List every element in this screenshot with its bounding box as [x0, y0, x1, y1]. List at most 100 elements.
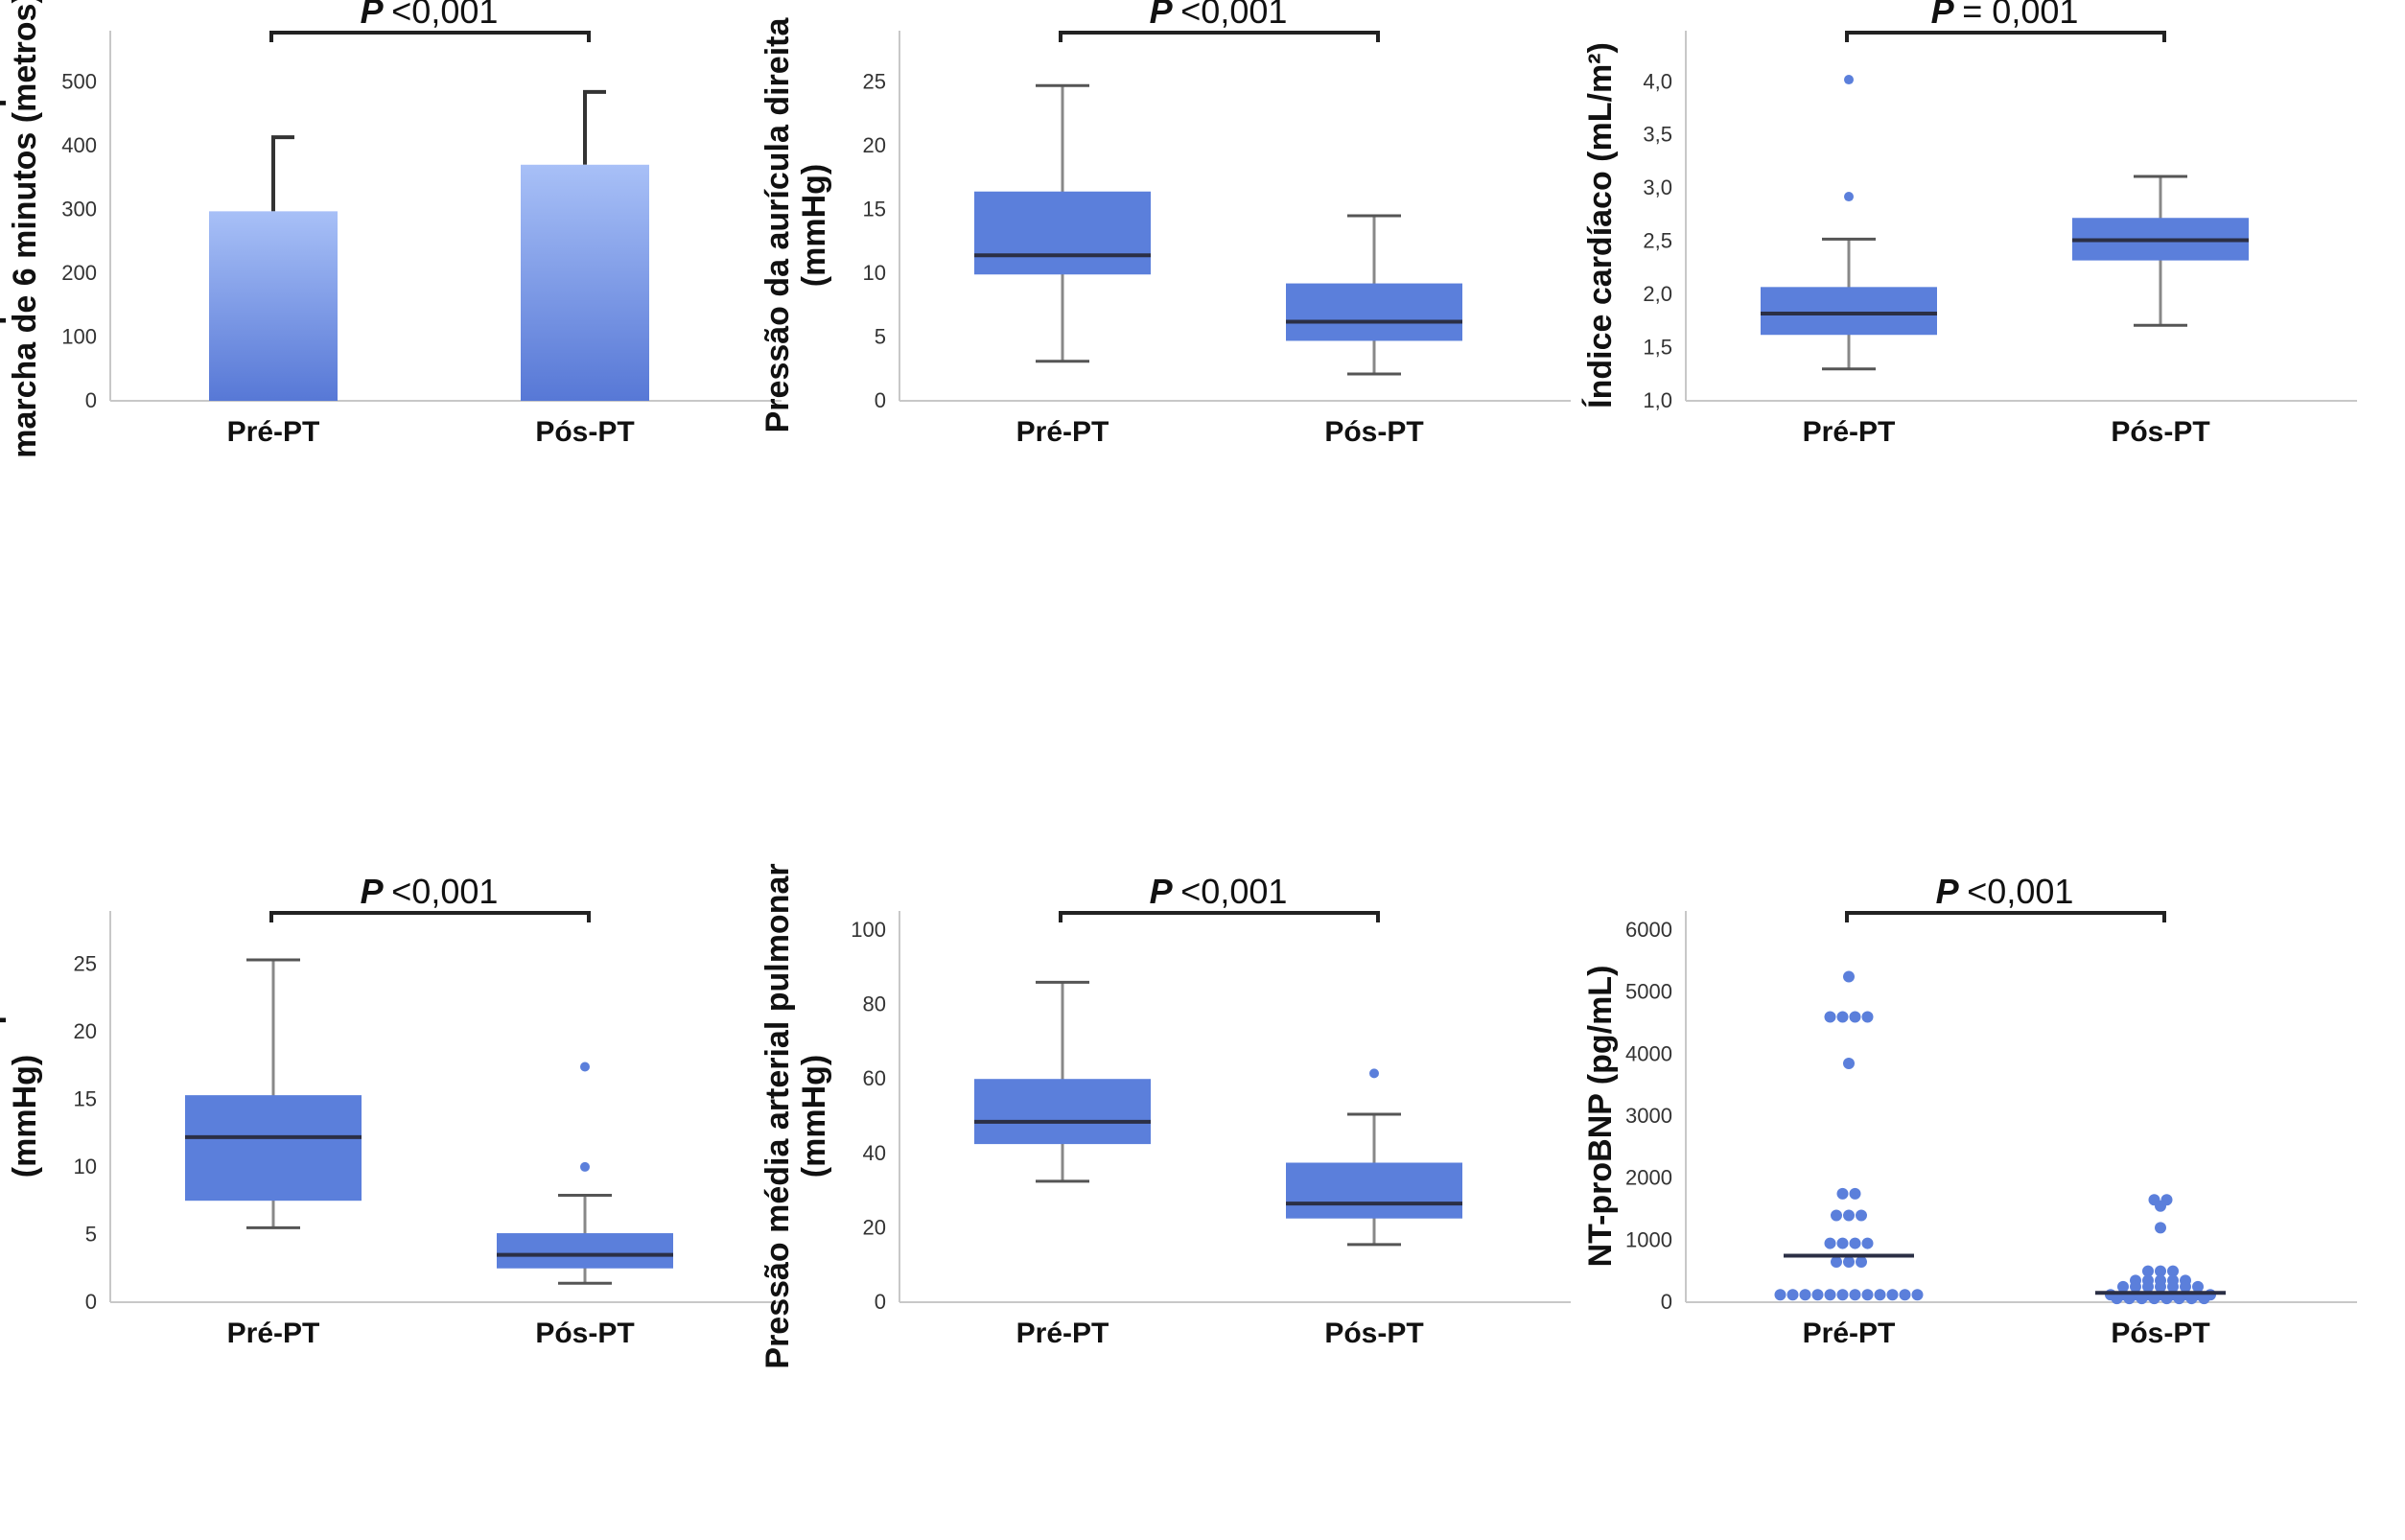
category-label: Pós-PT — [535, 1318, 634, 1349]
panel-pulmonary-vascular-resistance: 0 5 10 15 20 25 Resistência vascular pulmonar(… — [0, 767, 786, 1534]
y-tick-label: 2000 — [1625, 1166, 1672, 1190]
outlier-point — [580, 1161, 590, 1172]
y-tick-label: 0 — [85, 1290, 97, 1314]
y-tick-label: 25 — [74, 951, 97, 975]
y-tick-label: 15 — [74, 1086, 97, 1110]
y-tick-label: 5 — [875, 324, 886, 348]
y-tick-label: 4,0 — [1643, 69, 1672, 93]
significance-bracket — [1059, 911, 1380, 922]
data-point — [1843, 1058, 1855, 1070]
significance-bracket — [1845, 31, 2166, 42]
y-tick-label: 2,0 — [1643, 282, 1672, 306]
y-tick-label: 0 — [875, 1290, 886, 1314]
category-label: Pré-PT — [1016, 1318, 1109, 1349]
data-point — [1849, 1289, 1861, 1301]
data-point — [1824, 1289, 1836, 1301]
chart-group-3: 0 5 10 15 20 25 Resistência vascular pulmonar(… — [0, 872, 782, 1356]
bar — [521, 164, 649, 401]
y-axis-label: NT-proBNP (pg/mL) — [1582, 966, 1619, 1268]
y-axis-label: Pressão média arterial pulmonar — [759, 863, 796, 1368]
p-value-label: P <0,001 — [361, 0, 499, 31]
data-point — [1843, 1255, 1855, 1268]
box — [974, 191, 1151, 275]
p-value: = 0,001 — [1962, 0, 2078, 31]
p-letter: P — [1150, 872, 1181, 911]
data-point — [1836, 1187, 1849, 1200]
category-label: Pré-PT — [227, 1318, 320, 1349]
chart-group-2: 1,0 1,5 2,0 2,5 3,0 3,5 4,0 Índice cardíaco (mL… — [1582, 0, 2357, 448]
category-label: Pós-PT — [2111, 416, 2209, 448]
chart-right-atrial-pressure: 0 5 10 15 20 25 Pressão da aurícula direita (mm… — [759, 0, 1571, 448]
y-tick-label: 10 — [863, 261, 886, 285]
chart-group-4: 0 20 40 60 80 100 Pressão média arterial pulmo… — [759, 863, 1571, 1369]
p-letter: P — [361, 872, 392, 911]
data-point — [1886, 1289, 1899, 1301]
panel-nt-probnp: 0 1000 2000 3000 4000 5000 6000 NT-proBNP (pg/m… — [1573, 767, 2359, 1534]
data-point — [2173, 1293, 2185, 1305]
data-point — [2155, 1200, 2166, 1212]
y-axis-label: Pressão da aurícula direita — [759, 17, 796, 433]
chart-group-0: 0 100 200 300 400 500 Distância percorrida na … — [0, 0, 782, 479]
category-label: Pós-PT — [535, 416, 634, 448]
y-tick-label: 2,5 — [1643, 229, 1672, 253]
box — [185, 1095, 362, 1202]
y-tick-label: 3,0 — [1643, 175, 1672, 199]
y-tick-label: 20 — [863, 133, 886, 157]
outlier-point — [1369, 1068, 1379, 1079]
y-axis-label: marcha de 6 minutos (metros) — [7, 0, 43, 458]
data-point — [2142, 1280, 2154, 1293]
data-point — [2155, 1222, 2166, 1234]
data-point — [1836, 1011, 1849, 1023]
data-point — [2185, 1293, 2198, 1305]
p-value: <0,001 — [391, 0, 498, 31]
box — [1286, 283, 1462, 341]
p-letter: P — [1931, 0, 1963, 31]
y-tick-label: 5 — [85, 1222, 97, 1246]
data-point — [1849, 1187, 1861, 1200]
data-point — [2192, 1280, 2204, 1293]
chart-group-1: 0 5 10 15 20 25 Pressão da aurícula direita (mm… — [759, 0, 1571, 448]
outlier-point — [1844, 75, 1854, 85]
p-value: <0,001 — [391, 872, 498, 911]
y-tick-label: 60 — [863, 1066, 886, 1090]
y-axis-label: Resistência vascular pulmonar — [0, 876, 7, 1357]
p-letter: P — [361, 0, 392, 31]
data-point — [1824, 1011, 1836, 1023]
panel-cardiac-index: 1,0 1,5 2,0 2,5 3,0 3,5 4,0 Índice cardíaco (mL… — [1573, 0, 2359, 767]
y-tick-label: 500 — [61, 69, 97, 93]
data-point — [1843, 970, 1855, 983]
data-point — [1861, 1011, 1874, 1023]
data-point — [2148, 1293, 2160, 1305]
y-tick-label: 0 — [1661, 1290, 1672, 1314]
outlier-point — [580, 1062, 590, 1072]
data-point — [1836, 1289, 1849, 1301]
significance-bracket — [269, 911, 591, 922]
data-point — [1843, 1209, 1855, 1222]
y-tick-label: 400 — [61, 133, 97, 157]
p-letter: P — [1150, 0, 1181, 31]
significance-bracket — [1845, 911, 2166, 922]
y-tick-label: 80 — [863, 992, 886, 1016]
data-point — [2123, 1293, 2136, 1305]
data-point — [1774, 1289, 1786, 1301]
y-tick-label: 6000 — [1625, 918, 1672, 942]
p-value: <0,001 — [1180, 872, 1287, 911]
y-tick-label: 10 — [74, 1155, 97, 1178]
panel-right-atrial-pressure: 0 5 10 15 20 25 Pressão da aurícula direita (mm… — [759, 0, 1573, 767]
category-label: Pós-PT — [1324, 416, 1423, 448]
data-point — [1861, 1237, 1874, 1249]
data-point — [1799, 1289, 1811, 1301]
panel-mean-pulmonary-arterial-pressure: 0 20 40 60 80 100 Pressão média arterial pulmo… — [759, 767, 1573, 1534]
box — [497, 1233, 673, 1269]
data-point — [2160, 1293, 2173, 1305]
box — [1761, 287, 1937, 336]
y-tick-label: 40 — [863, 1141, 886, 1165]
chart-distance-6min: 0 100 200 300 400 500 Distância percorrida na … — [0, 0, 782, 479]
box — [974, 1079, 1151, 1145]
y-tick-label: 300 — [61, 197, 97, 221]
chart-cardiac-index: 1,0 1,5 2,0 2,5 3,0 3,5 4,0 Índice cardíaco (mL… — [1582, 0, 2357, 448]
y-axis-label: (mmHg) — [796, 1055, 832, 1178]
data-point — [1911, 1289, 1924, 1301]
y-tick-label: 1000 — [1625, 1227, 1672, 1251]
